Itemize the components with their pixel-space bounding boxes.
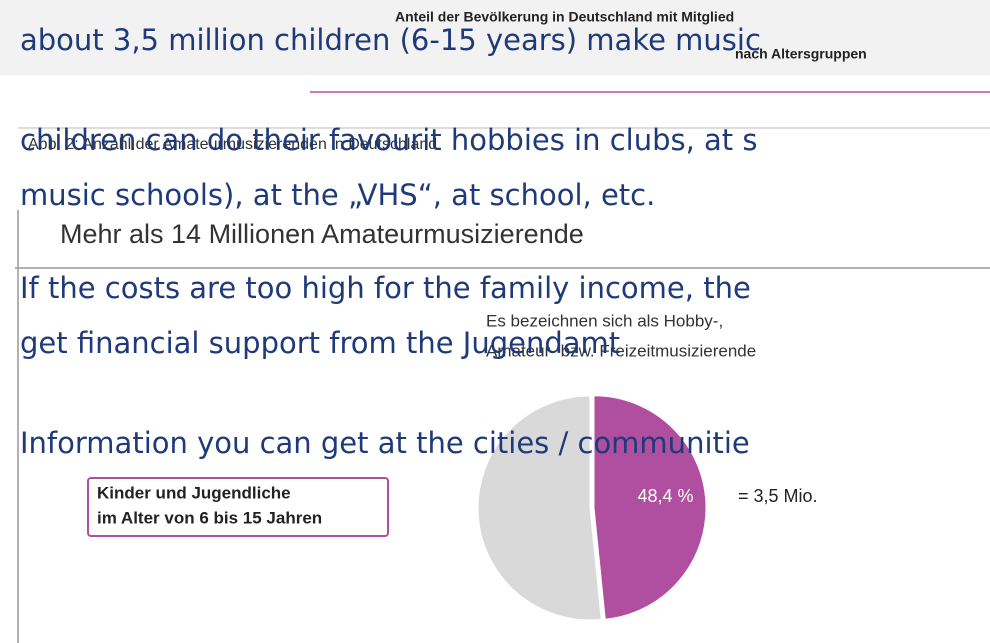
pie-label: 48,4 % <box>637 486 693 506</box>
pie-note: = 3,5 Mio. <box>738 486 818 506</box>
image-subtitle: Es bezeichnen sich als Hobby-, <box>486 311 723 330</box>
header-band <box>0 0 990 75</box>
box-text: im Alter von 6 bis 15 Jahren <box>97 508 322 527</box>
slide-text: about 3,5 million children (6-15 years) … <box>20 23 761 57</box>
slide-text: Information you can get at the cities / … <box>20 426 750 460</box>
label-box <box>87 477 389 537</box>
pie-slice <box>477 395 602 621</box>
slide-text: If the costs are too high for the family… <box>20 271 751 305</box>
image-header: Anteil der Bevölkerung in Deutschland mi… <box>395 9 734 25</box>
pie-slice <box>593 395 707 620</box>
image-subtitle: Amateur- bzw. Freizeitmusizierende <box>486 341 756 360</box>
image-title: Mehr als 14 Millionen Amateurmusizierend… <box>60 219 584 249</box>
image-header: nach Altersgruppen <box>735 46 867 62</box>
slide-text: music schools), at the „VHS“, at school,… <box>20 178 655 212</box>
slide-text: children can do their favourit hobbies i… <box>20 123 758 157</box>
slide-text: get financial support from the Jugendamt <box>20 326 620 360</box>
box-text: Kinder und Jugendliche <box>97 483 291 502</box>
pie-chart: 48,4 % <box>477 395 707 621</box>
image-caption: Abb. 2: Anzahl der Amateurmusizierenden … <box>28 136 437 153</box>
